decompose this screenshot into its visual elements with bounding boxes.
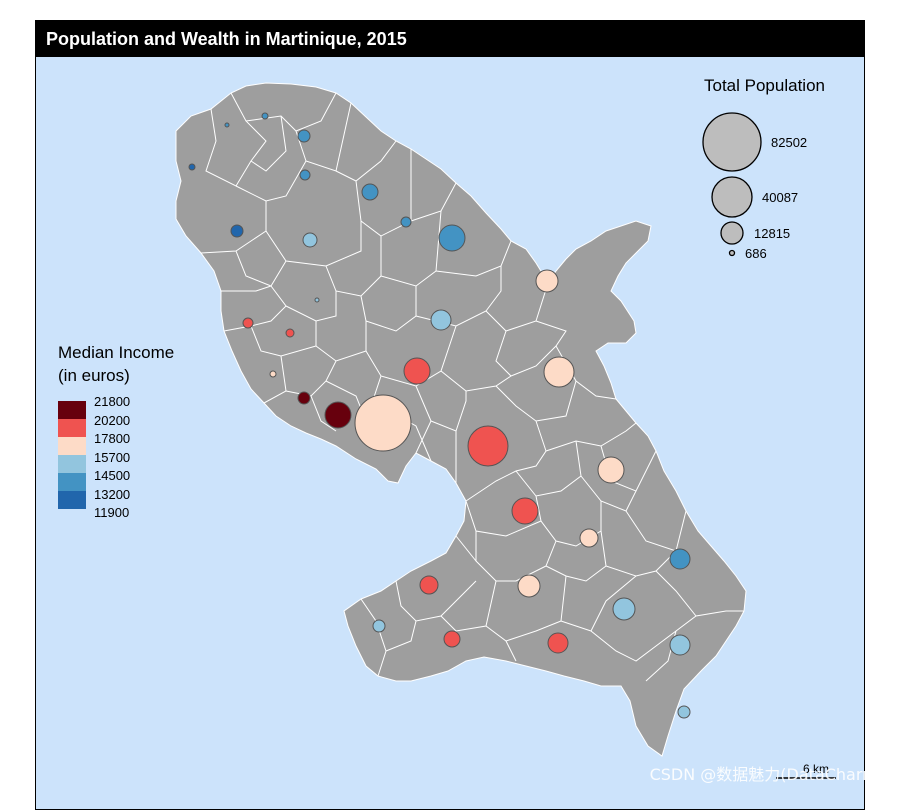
legend-swatch-3	[58, 437, 86, 455]
color-legend-title: Median Income (in euros)	[58, 341, 174, 387]
color-legend-break-7: 11900	[94, 505, 130, 520]
size-legend-circle-1	[702, 112, 762, 172]
commune-circle	[403, 357, 431, 385]
commune-circle	[299, 169, 311, 181]
size-legend-label-1: 82502	[771, 135, 808, 150]
color-legend-break-2: 20200	[94, 413, 131, 428]
map-canvas	[58, 82, 836, 779]
commune-circle	[242, 317, 254, 329]
commune-circle	[285, 328, 295, 338]
legend-swatch-2	[58, 419, 86, 437]
commune-circle	[188, 163, 196, 171]
commune-circle	[511, 497, 539, 525]
commune-circle	[669, 634, 691, 656]
commune-circle	[372, 619, 386, 633]
commune-circle	[517, 574, 541, 598]
commune-circle	[438, 224, 466, 252]
size-legend-circle-2	[711, 176, 753, 218]
size-legend-label-2: 40087	[762, 190, 799, 205]
commune-circle	[669, 548, 691, 570]
color-legend-title-line1: Median Income	[58, 343, 175, 362]
size-legend-label-3: 12815	[754, 226, 791, 241]
commune-circle	[579, 528, 599, 548]
legend-swatch-5	[58, 473, 86, 491]
commune-circle	[269, 370, 277, 378]
title-bar: Population and Wealth in Martinique, 201…	[36, 21, 864, 57]
commune-circle	[324, 401, 352, 429]
color-legend-break-3: 17800	[94, 431, 131, 446]
scale-bar-label: 6 km	[803, 762, 830, 776]
color-legend-break-4: 15700	[94, 450, 131, 465]
color-legend-title-line2: (in euros)	[58, 366, 130, 385]
map-frame: Population and Wealth in Martinique, 201…	[35, 20, 865, 810]
legend-swatch-1	[58, 401, 86, 419]
commune-circle	[302, 232, 318, 248]
commune-circle	[297, 129, 311, 143]
size-legend-circles	[702, 112, 762, 257]
size-legend-label-4: 686	[745, 246, 767, 261]
size-legend-title: Total Population	[704, 76, 825, 95]
commune-circle	[547, 632, 569, 654]
commune-circle	[261, 112, 269, 120]
legend-swatch-4	[58, 455, 86, 473]
commune-circle	[224, 122, 230, 128]
commune-circle	[430, 309, 452, 331]
commune-circle	[354, 394, 412, 452]
commune-circle	[361, 183, 379, 201]
island-north	[175, 82, 747, 757]
commune-circle	[314, 297, 320, 303]
commune-circle	[230, 224, 244, 238]
color-legend-break-1: 21800	[94, 394, 131, 409]
commune-circle	[443, 630, 461, 648]
commune-circle	[612, 597, 636, 621]
size-legend-circle-3	[720, 221, 744, 245]
color-legend-break-6: 13200	[94, 487, 131, 502]
commune-circle	[467, 425, 509, 467]
commune-borders	[200, 92, 744, 682]
commune-circle	[297, 391, 311, 405]
population-circles	[188, 112, 691, 719]
commune-circle	[597, 456, 625, 484]
commune-circle	[400, 216, 412, 228]
commune-circle	[535, 269, 559, 293]
legend-swatch-6	[58, 491, 86, 509]
color-legend-break-5: 14500	[94, 468, 131, 483]
commune-circle	[419, 575, 439, 595]
watermark: CSDN @数据魅力(DataCharm)	[649, 765, 884, 784]
commune-circle	[677, 705, 691, 719]
commune-circle	[543, 356, 575, 388]
size-legend-circle-4	[728, 249, 736, 257]
map-title: Population and Wealth in Martinique, 201…	[46, 29, 407, 49]
color-legend-swatches	[58, 401, 86, 509]
